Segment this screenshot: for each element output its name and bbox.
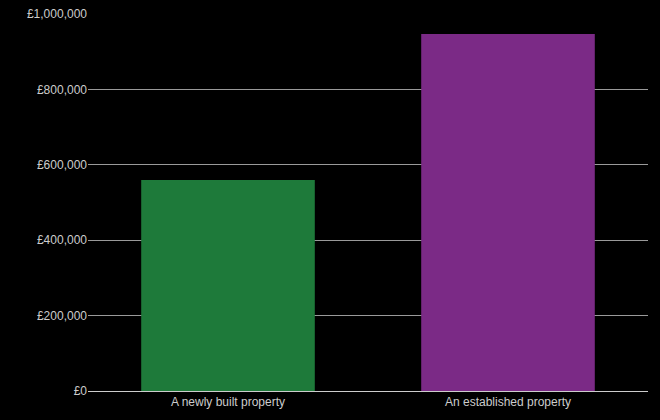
svg-text:An established property: An established property: [445, 395, 571, 409]
svg-text:£600,000: £600,000: [37, 158, 87, 172]
svg-text:A newly built property: A newly built property: [171, 395, 285, 409]
svg-text:£800,000: £800,000: [37, 83, 87, 97]
svg-text:£400,000: £400,000: [37, 233, 87, 247]
svg-text:£0: £0: [74, 384, 88, 398]
svg-text:£200,000: £200,000: [37, 309, 87, 323]
svg-text:£1,000,000: £1,000,000: [27, 7, 87, 21]
